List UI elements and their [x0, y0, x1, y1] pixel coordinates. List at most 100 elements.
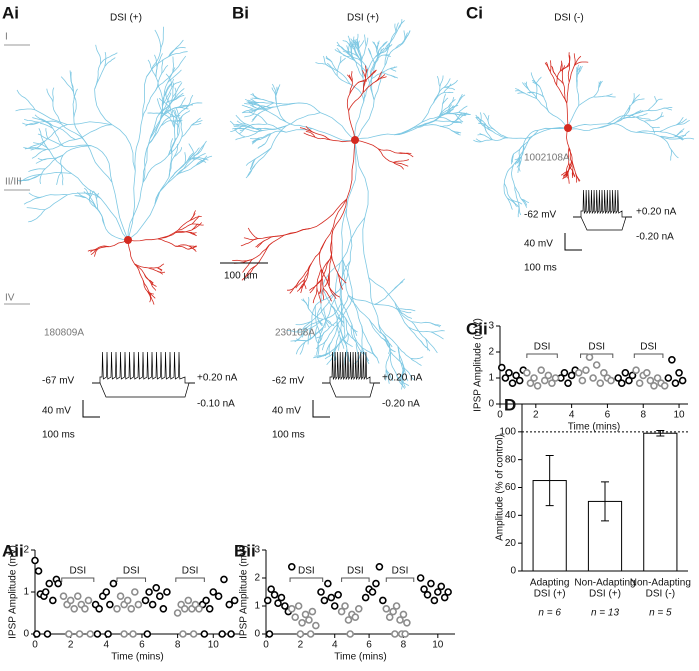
dendrite	[347, 332, 357, 342]
dendrite	[358, 40, 365, 50]
dendrite	[631, 110, 644, 116]
dendrite	[543, 96, 550, 113]
dendrite	[160, 116, 171, 126]
dendrite	[328, 286, 340, 298]
dendrite	[370, 72, 383, 80]
trace-pos: +0.20 nA	[197, 373, 238, 384]
dendrite	[19, 173, 41, 183]
dendrite	[372, 41, 377, 49]
dendrite	[389, 31, 397, 44]
dendrite	[378, 323, 392, 353]
dendrite	[336, 321, 341, 338]
dendrite	[568, 160, 573, 170]
dendrite	[275, 84, 281, 94]
point	[515, 376, 524, 385]
dendrite	[160, 26, 164, 52]
dendrite	[323, 55, 326, 65]
dendrite	[86, 144, 113, 183]
dendrite	[349, 82, 358, 95]
dendrite	[270, 125, 287, 149]
dendrite	[535, 76, 542, 84]
dendrite	[631, 93, 635, 104]
dendrite	[324, 351, 335, 360]
dendrite	[346, 139, 356, 200]
x-tick-label: 0	[263, 640, 269, 651]
dendrite	[354, 40, 358, 50]
dendrite	[395, 39, 406, 49]
point	[81, 604, 89, 613]
dendrite	[381, 72, 391, 76]
y-tick-label: 2	[488, 347, 494, 358]
dendrite	[46, 154, 64, 160]
point	[205, 604, 214, 613]
point	[189, 630, 198, 638]
dendrite	[191, 215, 200, 225]
layer-label: I	[5, 32, 8, 43]
dendrite	[636, 131, 661, 137]
point	[540, 376, 549, 385]
dendrite	[339, 56, 342, 64]
dendrite	[442, 93, 446, 105]
point	[434, 588, 442, 596]
dendrite	[305, 131, 316, 138]
neuron	[473, 52, 695, 218]
point	[372, 579, 380, 588]
dendrite	[356, 33, 359, 46]
point	[512, 371, 520, 380]
x-tick-label: Adapting	[530, 578, 569, 589]
dendrite	[171, 94, 185, 102]
dendrite	[384, 48, 396, 66]
dendrite	[483, 124, 487, 132]
point	[614, 374, 622, 382]
dendrite	[435, 120, 452, 122]
dendrite	[316, 352, 330, 359]
dendrite	[307, 327, 312, 345]
point	[368, 588, 377, 596]
dendrite	[52, 87, 55, 103]
dendrite	[37, 133, 49, 140]
dendrite	[162, 113, 175, 128]
dendrite	[397, 20, 405, 29]
dendrite	[511, 164, 516, 187]
dendrite	[354, 139, 369, 218]
point	[230, 596, 239, 605]
dendrite	[158, 97, 171, 109]
trace-tscale: 100 ms	[272, 430, 305, 441]
dendrite	[629, 114, 645, 122]
dendrite	[188, 245, 196, 251]
point	[396, 616, 404, 624]
dendrite	[676, 119, 690, 126]
x-tick-label: 6	[139, 640, 145, 651]
trace-depol	[92, 351, 195, 384]
dendrite	[360, 346, 375, 355]
dendrite	[154, 174, 177, 205]
trace-depol	[573, 189, 632, 218]
point	[646, 376, 655, 385]
panel-label: Bii	[234, 541, 256, 560]
dendrite	[446, 109, 454, 114]
dendrite	[525, 81, 530, 90]
dendrite	[455, 112, 463, 122]
point	[544, 371, 553, 380]
dendrite	[659, 136, 672, 150]
dendrite	[375, 71, 383, 82]
point	[70, 604, 79, 613]
dendrite	[620, 103, 633, 120]
point	[660, 381, 669, 390]
dendrite	[147, 291, 154, 295]
dendrite	[255, 147, 272, 160]
dendrite	[390, 68, 397, 72]
dendrite	[549, 60, 552, 72]
dendrite	[343, 332, 348, 340]
dendrite	[317, 326, 324, 345]
dendrite	[28, 209, 46, 223]
dendrite	[261, 105, 275, 108]
dendrite	[345, 317, 353, 329]
dendrite	[241, 108, 254, 114]
dendrite	[24, 119, 40, 123]
error-bar	[601, 481, 609, 522]
dendrite	[561, 72, 564, 84]
dendrite	[233, 123, 246, 126]
cell-id: 180809A	[44, 328, 84, 339]
point	[65, 630, 73, 638]
